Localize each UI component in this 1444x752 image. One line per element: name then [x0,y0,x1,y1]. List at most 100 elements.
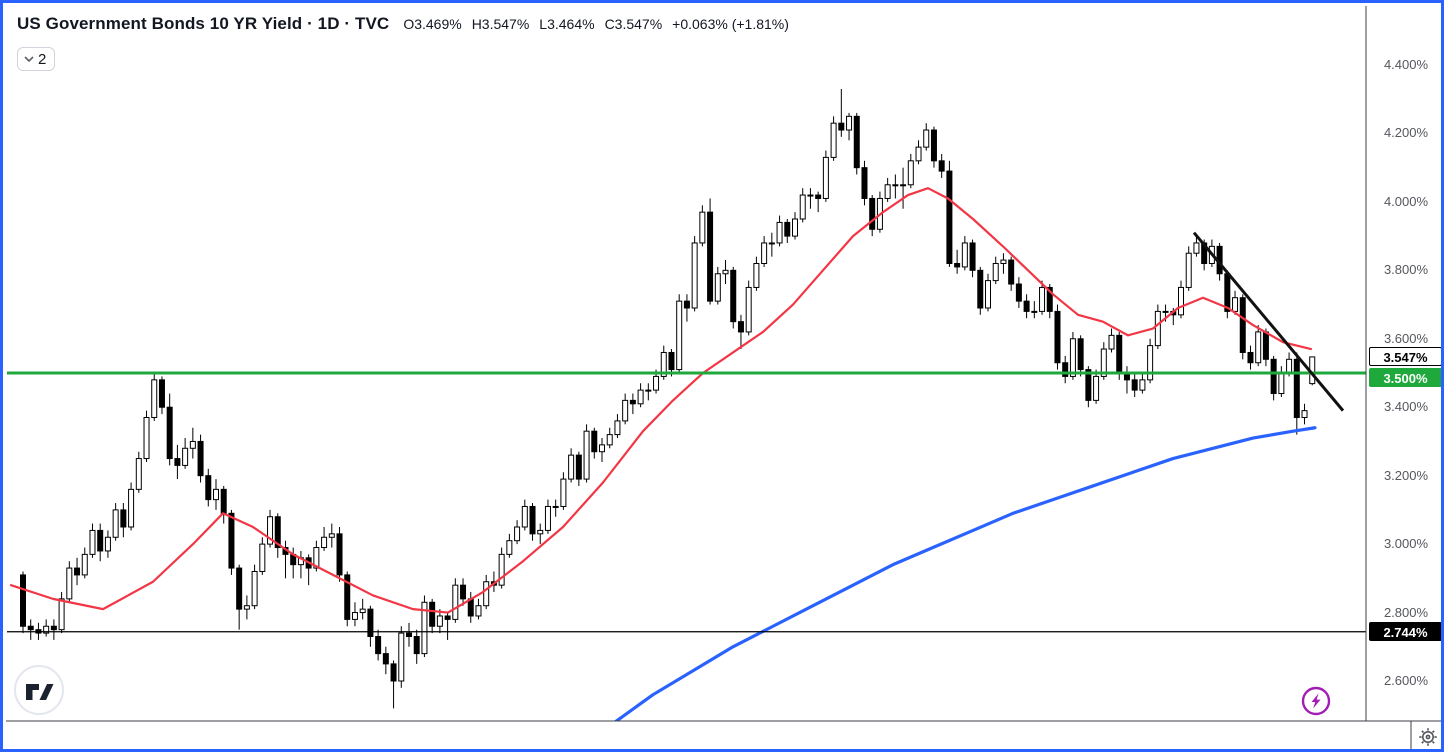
candle-down [938,160,945,172]
price-tick-label: 3.200% [1383,467,1429,483]
candle-up [398,632,405,682]
candle-up [1278,372,1285,395]
candle-down [406,632,412,638]
candle-up [1093,375,1100,401]
price-tick-label: 3.000% [1383,536,1429,552]
candle-up [104,536,111,552]
candle-up [552,505,559,508]
candle-up [498,553,505,586]
axis-settings-button[interactable] [1412,722,1441,749]
candle-up [599,444,605,453]
flash-circle [1301,686,1331,716]
candle-up [915,146,922,162]
tradingview-logo[interactable] [13,664,65,716]
black-level-tag: 2.744% [1369,621,1441,641]
price-tick-label: 2.600% [1383,673,1429,688]
current-price-tag: 3.547% [1369,346,1441,366]
candle-up [1154,310,1161,347]
candle-down [174,458,181,466]
candle-up [1100,348,1107,377]
chart-plot-area[interactable] [3,3,1444,752]
price-tick-label: 4.400% [1383,57,1429,72]
candle-up [753,262,760,288]
price-tick-label: 3.400% [1383,399,1429,415]
candle-down [683,300,690,309]
candle-down [707,211,714,302]
candle-down [730,269,737,323]
candle-up [1301,410,1308,418]
candle-down [853,115,860,169]
candle-down [375,636,382,655]
candle-up [807,194,814,197]
candle-up [514,526,521,542]
candle-up [637,389,644,405]
lightning-bolt-icon [1311,693,1321,709]
candle-down [946,170,953,264]
candle-down [274,516,281,549]
price-tick-label: 4.200% [1383,125,1429,141]
gear-icon [1419,728,1437,746]
candle-up [691,242,698,309]
candle-up [961,242,968,268]
candle-up [846,115,853,131]
symbol-title[interactable]: US Government Bonds 10 YR Yield · 1D · T… [17,14,390,33]
candle-down [1262,331,1269,360]
candle-down [228,512,235,569]
ohlc-open: O3.469% [403,16,462,32]
candle-up [182,447,189,466]
candle-up [1000,259,1007,264]
candle-up [660,351,667,377]
candle-up [722,269,729,275]
candle-down [166,406,173,460]
candle-up [900,184,907,187]
candle-up [359,608,366,614]
candle-up [1069,338,1076,377]
candle-up [714,273,721,302]
candle-up [606,434,613,446]
candle-down [1015,283,1022,302]
candle-up [822,156,829,199]
candle-up [761,242,768,264]
fast-ma-line [9,187,1313,614]
price-tick-label: 3.600% [1383,330,1429,346]
candlesticks [20,88,1316,709]
candle-down [27,625,34,631]
price-axis[interactable]: 4.400% 4.200% 4.000% 3.800% 3.600% 3.400% 3.20… [1366,6,1441,721]
candle-down [120,509,127,528]
price-tick-label: 4.000% [1383,193,1429,209]
candle-up [452,584,459,620]
candle-down [336,533,343,576]
candle-down [444,615,451,620]
ohlc-values: O3.469% H3.547% L3.464% C3.547% +0.063% … [403,16,789,32]
flash-boost-button[interactable] [1299,684,1333,718]
tradingview-glyph-icon [26,684,54,700]
candle-up [128,488,135,528]
candle-up [884,184,891,199]
candle-up [1232,297,1239,312]
candle-down [460,584,467,600]
horizontal-level-lines[interactable] [7,371,1366,633]
candle-down [1046,286,1053,312]
candle-up [583,430,590,480]
price-tick-label: 3.800% [1383,262,1429,278]
candle-up [676,300,683,371]
price-tick-label: 2.800% [1383,604,1429,620]
ohlc-high: H3.547% [471,16,530,32]
candle-down [413,636,420,655]
indicator-collapse-badge[interactable]: 2 [17,47,56,71]
candle-down [344,574,351,620]
time-axis[interactable]: JunJulAugSepOctNovDec2023Feb [6,721,1411,749]
candle-down [236,567,243,610]
candle-up [985,280,991,309]
candle-down [429,601,436,627]
candle-up [189,440,196,449]
candle-down [1054,310,1061,364]
trend-line-drawing[interactable] [1192,231,1345,412]
candle-down [629,399,636,405]
candle-up [58,598,65,631]
candle-up [81,553,88,576]
candle-up [112,509,119,538]
candle-up [351,612,358,620]
candle-up [475,605,482,617]
candle-up [614,420,621,436]
